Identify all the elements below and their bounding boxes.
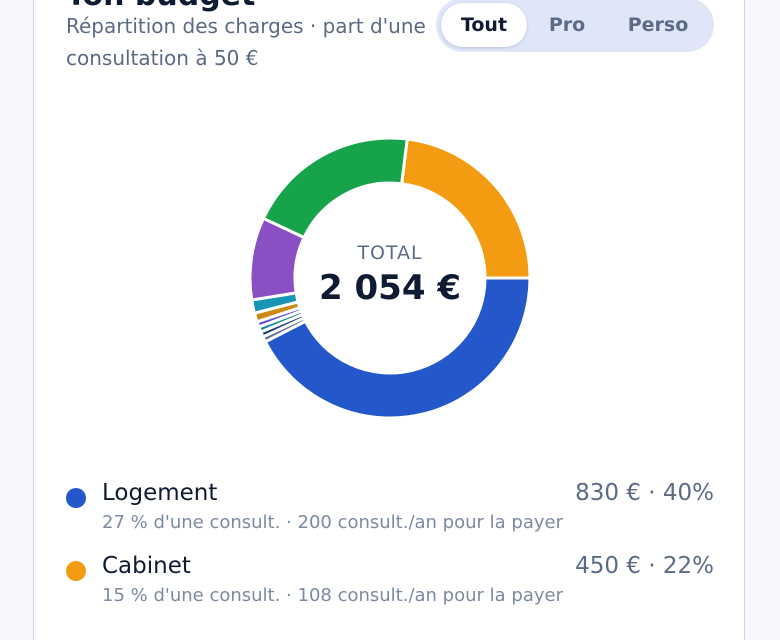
filter-tout-button[interactable]: Tout [441, 3, 527, 47]
legend-note: 27 % d'une consult. · 200 consult./an po… [102, 512, 563, 533]
filter-segmented-control: Tout Pro Perso [436, 0, 714, 52]
legend-item-cabinet[interactable]: Cabinet 450 € · 22% 15 % d'une consult. … [66, 553, 714, 623]
legend-note: 15 % d'une consult. · 108 consult./an po… [102, 585, 563, 606]
legend-dot [66, 561, 86, 581]
donut-slice-0[interactable] [263, 276, 532, 420]
legend-item-logement[interactable]: Logement 830 € · 40% 27 % d'une consult.… [66, 480, 714, 550]
donut-chart [248, 136, 532, 420]
legend-name: Cabinet [102, 553, 191, 579]
legend-name: Logement [102, 480, 218, 506]
card-subtitle: Répartition des charges · part d'une con… [66, 14, 426, 70]
donut-slice-8[interactable] [261, 136, 409, 240]
budget-card [33, 0, 745, 640]
total-value: 2 054 € [319, 268, 461, 308]
legend-dot [66, 488, 86, 508]
card-title: Ton budget [66, 0, 255, 13]
legend-amount: 450 € · 22% [575, 553, 714, 579]
donut-slice-9[interactable] [400, 137, 532, 280]
filter-pro-button[interactable]: Pro [548, 14, 586, 36]
filter-perso-button[interactable]: Perso [627, 14, 689, 36]
legend-amount: 830 € · 40% [575, 480, 714, 506]
total-label: TOTAL [357, 242, 423, 264]
